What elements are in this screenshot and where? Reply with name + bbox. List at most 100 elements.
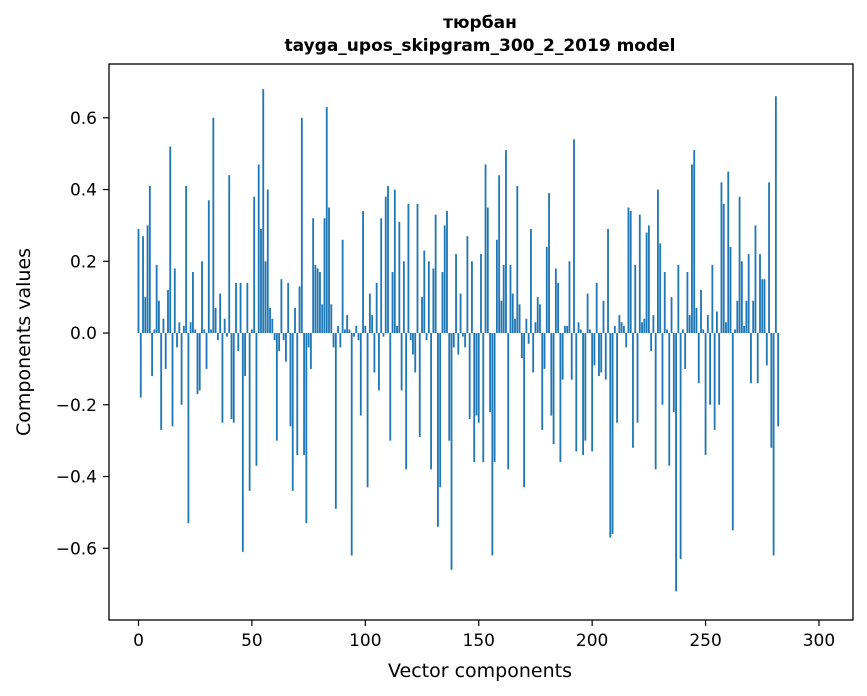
x-axis-label: Vector components [388,660,572,682]
bar-component-82 [323,218,326,334]
bar-component-56 [264,261,267,334]
bar-component-59 [271,318,274,334]
bar-component-201 [593,333,596,366]
bar-component-239 [679,333,682,560]
bar-component-120 [409,333,412,341]
bar-component-227 [652,315,655,334]
bar-component-69 [294,307,296,334]
bar-component-100 [364,325,367,334]
y-tick-label: −0.4 [56,468,97,488]
bar-component-115 [398,221,401,334]
bar-component-104 [373,333,376,373]
bar-component-176 [536,297,539,334]
bar-component-103 [371,315,374,334]
bar-component-54 [260,229,262,334]
bar-component-31 [207,200,210,334]
bar-component-107 [380,218,383,334]
bar-component-261 [729,246,732,334]
bar-component-70 [296,333,299,455]
bar-component-74 [305,333,308,524]
bar-component-8 [155,264,158,334]
bar-component-97 [357,333,360,341]
bar-component-197 [584,333,587,441]
bar-component-5 [148,185,151,334]
bar-component-214 [622,325,625,334]
bar-component-44 [237,333,240,351]
bar-component-131 [434,214,437,334]
bar-component-66 [287,282,290,334]
bar-component-167 [516,185,519,334]
bar-component-149 [475,333,478,416]
bar-component-212 [618,315,621,334]
bar-component-184 [554,268,557,334]
bar-component-9 [157,300,160,334]
bar-component-224 [645,232,648,334]
bar-component-17 [176,333,178,348]
bar-component-132 [436,333,439,527]
bar-component-67 [289,333,292,427]
bar-component-140 [455,254,457,334]
bar-component-40 [228,175,231,334]
bar-component-191 [570,333,573,380]
bar-component-219 [634,264,637,334]
bar-component-139 [452,333,455,348]
bar-component-280 [772,333,775,556]
bar-component-105 [375,282,378,334]
bar-component-32 [210,329,212,334]
bar-component-11 [162,318,165,334]
bar-component-194 [577,322,580,334]
bar-component-19 [180,333,183,405]
bar-component-165 [511,293,514,334]
bar-component-14 [169,146,172,334]
bar-component-85 [330,304,333,334]
bar-component-51 [253,196,256,334]
bar-component-0 [137,229,140,334]
bar-component-270 [750,333,752,384]
bar-component-110 [387,185,389,334]
bar-component-41 [230,333,233,420]
bar-component-166 [514,318,516,334]
bar-component-260 [727,171,730,334]
bar-component-244 [691,164,693,334]
chart-title-line-1: тюрбан [443,13,517,33]
bar-component-53 [257,164,260,334]
bar-component-37 [221,333,224,423]
bar-component-35 [216,333,219,341]
bar-component-220 [636,333,639,423]
bar-component-195 [579,329,582,334]
bar-component-199 [588,329,591,334]
bar-component-190 [568,261,571,334]
bar-component-102 [368,293,371,334]
bar-component-106 [378,333,380,391]
bar-component-181 [548,193,550,334]
bar-series [137,89,780,592]
bar-component-148 [473,333,476,463]
bar-component-223 [643,318,646,334]
bar-component-258 [722,203,725,334]
bar-component-267 [743,325,746,334]
bar-component-272 [754,225,757,334]
bar-component-119 [407,203,410,334]
bar-component-259 [725,322,727,334]
bar-component-222 [641,322,643,334]
bar-component-211 [616,333,619,423]
bar-component-71 [298,286,301,334]
bar-component-162 [505,150,507,334]
bar-component-249 [702,329,705,334]
bar-component-237 [675,333,677,592]
bar-component-60 [273,333,276,341]
bar-component-93 [348,329,351,334]
bar-component-73 [303,333,305,455]
bar-component-281 [774,96,777,334]
bar-component-210 [613,325,616,334]
plot-frame [108,63,854,621]
bar-component-77 [312,218,315,334]
bar-component-159 [498,175,501,334]
bar-component-157 [493,333,496,463]
bar-component-262 [731,333,734,531]
bar-component-266 [740,261,743,334]
bar-component-251 [706,315,709,334]
bar-component-264 [736,300,739,334]
bar-component-153 [484,164,487,334]
